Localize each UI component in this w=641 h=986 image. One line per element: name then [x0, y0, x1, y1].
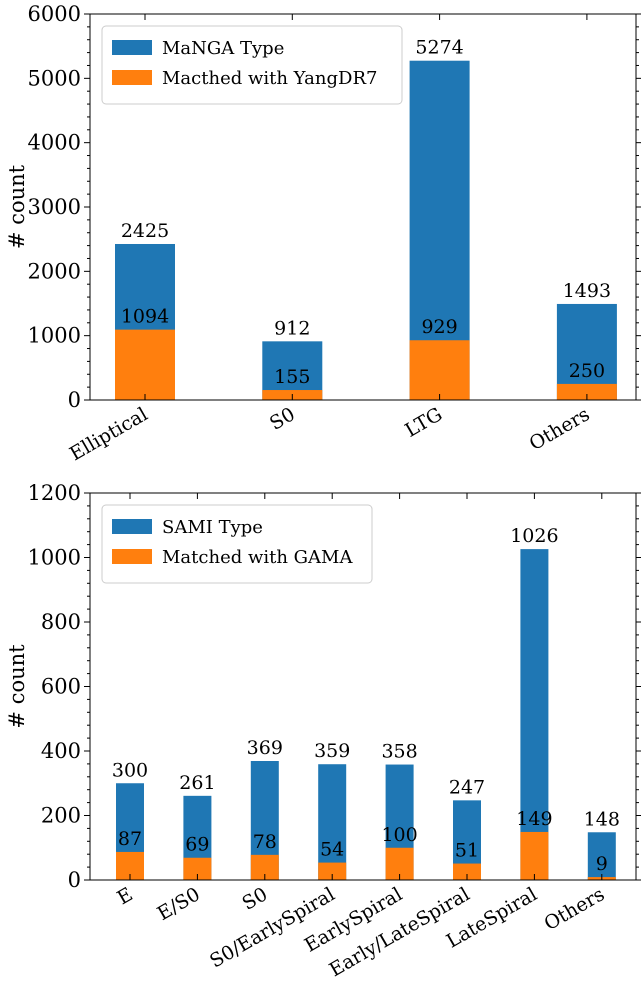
bar — [520, 549, 549, 880]
y-tick-label: 400 — [41, 739, 81, 763]
y-tick-label: 6000 — [28, 2, 81, 26]
value-label: 359 — [314, 740, 350, 762]
value-label: 100 — [381, 824, 417, 846]
y-tick-label: 600 — [41, 675, 81, 699]
legend-swatch — [112, 549, 152, 564]
value-label: 149 — [516, 808, 552, 830]
value-label: 148 — [584, 808, 620, 830]
value-label: 5274 — [415, 37, 463, 59]
y-tick-label: 3000 — [28, 195, 81, 219]
value-label: 261 — [179, 772, 215, 794]
value-label: 51 — [455, 840, 479, 862]
axes-frame — [89, 492, 637, 881]
value-label: 87 — [118, 828, 142, 850]
y-tick-label: 4000 — [28, 131, 81, 155]
y-tick-label: 1000 — [28, 324, 81, 348]
value-label: 1493 — [563, 280, 611, 302]
bar — [183, 857, 212, 880]
y-tick-label: 2000 — [28, 259, 81, 283]
bar — [453, 863, 481, 880]
bar — [587, 832, 616, 880]
value-label: 369 — [247, 737, 283, 759]
value-label: 358 — [381, 741, 417, 763]
axes-frame — [89, 13, 637, 401]
x-tick-label: S0 — [266, 403, 299, 435]
bar — [556, 383, 617, 400]
y-tick-label: 0 — [68, 388, 81, 412]
x-tick-label: S0 — [239, 883, 272, 915]
y-tick-label: 800 — [41, 610, 81, 634]
x-tick-label: E/S0 — [154, 883, 204, 925]
value-label: 78 — [253, 831, 277, 853]
y-axis-label: # count — [5, 644, 29, 729]
x-tick-label: E — [113, 883, 136, 909]
value-label: 2425 — [121, 220, 169, 242]
legend-label: Macthed with YangDR7 — [162, 68, 377, 89]
value-label: 912 — [274, 317, 310, 339]
value-label: 155 — [274, 366, 310, 388]
y-tick-label: 0 — [68, 868, 81, 892]
x-tick-label: Elliptical — [66, 403, 152, 465]
x-tick-label: LTG — [401, 403, 446, 442]
value-label: 9 — [596, 853, 608, 875]
value-label: 54 — [320, 839, 344, 861]
legend-swatch — [112, 40, 152, 55]
value-label: 250 — [569, 360, 605, 382]
bar — [318, 862, 347, 880]
bar — [115, 329, 175, 400]
y-tick-label: 1200 — [28, 481, 81, 505]
legend-swatch — [112, 519, 152, 534]
value-label: 69 — [185, 834, 209, 856]
legend-box — [101, 504, 373, 584]
legend-label: SAMI Type — [162, 517, 263, 538]
legend-label: Matched with GAMA — [162, 547, 353, 568]
legend-swatch — [112, 70, 152, 85]
value-label: 1094 — [121, 306, 169, 328]
legend-box — [101, 25, 403, 105]
bar — [318, 764, 347, 880]
y-axis-label: # count — [5, 164, 29, 249]
x-tick-label: Others — [541, 883, 609, 935]
bar — [520, 831, 549, 880]
value-label: 300 — [112, 759, 148, 781]
value-label: 1026 — [510, 525, 558, 547]
legend-label: MaNGA Type — [162, 38, 284, 59]
bar — [409, 340, 470, 400]
y-tick-label: 1000 — [28, 546, 81, 570]
x-tick-label: Others — [526, 403, 594, 455]
value-label: 929 — [421, 316, 457, 338]
value-label: 247 — [449, 776, 485, 798]
y-tick-label: 5000 — [28, 66, 81, 90]
y-tick-label: 200 — [41, 804, 81, 828]
